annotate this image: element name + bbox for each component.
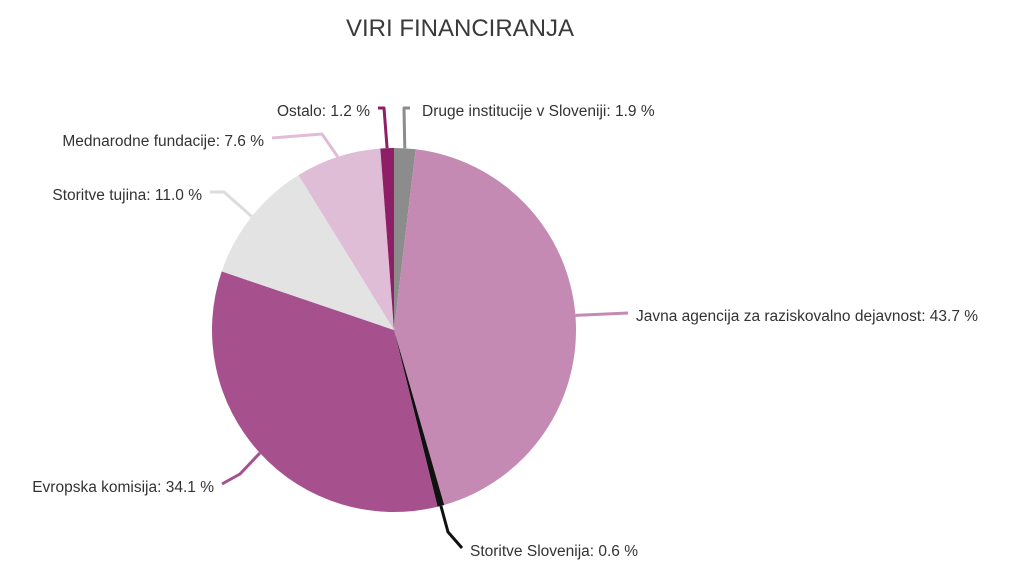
pie-slice	[221, 175, 394, 330]
pie-slice	[211, 271, 438, 513]
slice-label: Storitve Slovenija: 0.6 %	[470, 543, 638, 560]
leader-lines	[210, 106, 629, 549]
pie-slice	[394, 148, 416, 330]
slice-label: Mednarodne fundacije: 7.6 %	[62, 133, 264, 150]
leader-line	[378, 106, 389, 149]
leader-line	[271, 132, 340, 158]
slice-label: Javna agencija za raziskovalno dejavnost…	[636, 308, 978, 325]
leader-line	[210, 190, 253, 218]
leader-line	[221, 451, 261, 486]
slice-label: Ostalo: 1.2 %	[277, 103, 370, 120]
leader-line	[402, 106, 410, 149]
leader-line	[439, 505, 464, 549]
slice-labels: Druge institucije v Sloveniji: 1.9 % Javn…	[32, 103, 978, 560]
slice-label: Storitve tujina: 11.0 %	[52, 187, 202, 204]
pie-slice	[298, 148, 394, 330]
pie-slices	[211, 148, 577, 513]
slice-label: Evropska komisija: 34.1 %	[32, 479, 214, 496]
pie-slice	[380, 148, 394, 330]
chart-title: VIRI FINANCIRANJA	[346, 15, 574, 42]
pie-slice	[394, 149, 577, 505]
slice-label: Druge institucije v Sloveniji: 1.9 %	[422, 103, 655, 120]
pie-slice	[394, 330, 445, 507]
leader-line	[575, 311, 629, 317]
